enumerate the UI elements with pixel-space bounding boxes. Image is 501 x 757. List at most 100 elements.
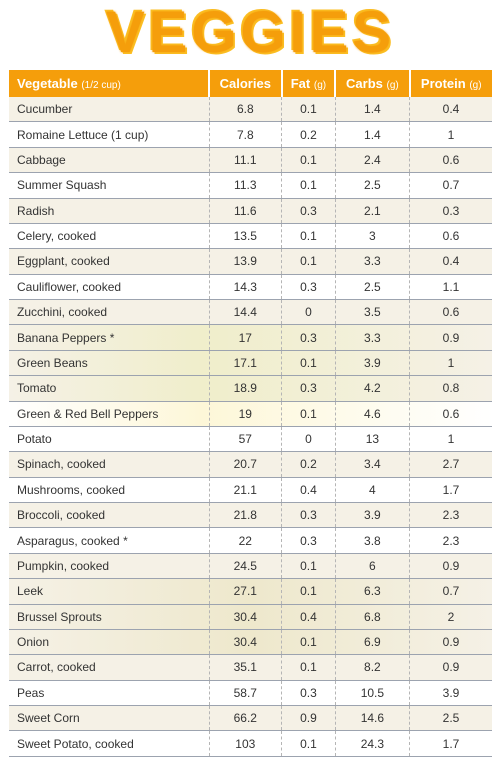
col-header-fat: Fat (g)	[282, 70, 336, 97]
table-row: Mushrooms, cooked21.10.441.7	[9, 477, 492, 502]
cell-calories: 19	[209, 401, 282, 426]
cell-name: Green Beans	[9, 350, 209, 375]
cell-fat: 0.3	[282, 528, 336, 553]
cell-calories: 22	[209, 528, 282, 553]
cell-calories: 21.1	[209, 477, 282, 502]
cell-calories: 58.7	[209, 680, 282, 705]
cell-calories: 24.5	[209, 553, 282, 578]
cell-fat: 0.1	[282, 97, 336, 122]
cell-carbs: 2.4	[335, 147, 409, 172]
table-row: Cabbage11.10.12.40.6	[9, 147, 492, 172]
cell-calories: 35.1	[209, 655, 282, 680]
cell-name: Eggplant, cooked	[9, 249, 209, 274]
col-header-protein: Protein (g)	[410, 70, 492, 97]
cell-name: Cabbage	[9, 147, 209, 172]
cell-carbs: 4.6	[335, 401, 409, 426]
table-row: Carrot, cooked35.10.18.20.9	[9, 655, 492, 680]
cell-name: Celery, cooked	[9, 223, 209, 248]
table-row: Broccoli, cooked21.80.33.92.3	[9, 503, 492, 528]
cell-name: Potato	[9, 426, 209, 451]
cell-name: Asparagus, cooked *	[9, 528, 209, 553]
col-sub: (g)	[469, 80, 481, 91]
col-header-carbs: Carbs (g)	[335, 70, 409, 97]
table-row: Asparagus, cooked *220.33.82.3	[9, 528, 492, 553]
cell-calories: 14.4	[209, 300, 282, 325]
cell-calories: 11.1	[209, 147, 282, 172]
table-row: Eggplant, cooked13.90.13.30.4	[9, 249, 492, 274]
cell-calories: 30.4	[209, 604, 282, 629]
cell-fat: 0.1	[282, 655, 336, 680]
cell-carbs: 3	[335, 223, 409, 248]
cell-carbs: 2.5	[335, 173, 409, 198]
cell-carbs: 4	[335, 477, 409, 502]
cell-fat: 0	[282, 300, 336, 325]
table-row: Cucumber6.80.11.40.4	[9, 97, 492, 122]
table-header-row: Vegetable (1/2 cup) Calories Fat (g) Car…	[9, 70, 492, 97]
col-sub: (1/2 cup)	[81, 80, 120, 91]
cell-name: Green & Red Bell Peppers	[9, 401, 209, 426]
cell-fat: 0.4	[282, 604, 336, 629]
cell-carbs: 6.3	[335, 579, 409, 604]
cell-fat: 0.9	[282, 706, 336, 731]
cell-carbs: 6	[335, 553, 409, 578]
cell-carbs: 1.4	[335, 122, 409, 147]
cell-protein: 0.4	[410, 249, 492, 274]
nutrition-table: Vegetable (1/2 cup) Calories Fat (g) Car…	[9, 70, 492, 757]
cell-protein: 1.7	[410, 731, 492, 756]
cell-protein: 0.9	[410, 553, 492, 578]
cell-calories: 13.5	[209, 223, 282, 248]
cell-name: Carrot, cooked	[9, 655, 209, 680]
cell-fat: 0.3	[282, 503, 336, 528]
table-row: Spinach, cooked20.70.23.42.7	[9, 452, 492, 477]
cell-protein: 0.6	[410, 401, 492, 426]
cell-carbs: 6.8	[335, 604, 409, 629]
page-title: VEGGIES	[0, 0, 501, 70]
table-body: Cucumber6.80.11.40.4Romaine Lettuce (1 c…	[9, 97, 492, 756]
cell-carbs: 13	[335, 426, 409, 451]
cell-carbs: 4.2	[335, 376, 409, 401]
cell-carbs: 8.2	[335, 655, 409, 680]
cell-name: Spinach, cooked	[9, 452, 209, 477]
table-row: Pumpkin, cooked24.50.160.9	[9, 553, 492, 578]
cell-protein: 2.3	[410, 528, 492, 553]
cell-fat: 0.1	[282, 629, 336, 654]
table-row: Zucchini, cooked14.403.50.6	[9, 300, 492, 325]
cell-calories: 17	[209, 325, 282, 350]
cell-protein: 0.6	[410, 147, 492, 172]
table-row: Green & Red Bell Peppers190.14.60.6	[9, 401, 492, 426]
cell-protein: 1.1	[410, 274, 492, 299]
cell-fat: 0.1	[282, 731, 336, 756]
cell-fat: 0.3	[282, 680, 336, 705]
cell-fat: 0.1	[282, 249, 336, 274]
cell-fat: 0.1	[282, 173, 336, 198]
cell-calories: 14.3	[209, 274, 282, 299]
cell-name: Sweet Corn	[9, 706, 209, 731]
cell-fat: 0.2	[282, 122, 336, 147]
cell-carbs: 1.4	[335, 97, 409, 122]
cell-protein: 3.9	[410, 680, 492, 705]
cell-name: Peas	[9, 680, 209, 705]
cell-protein: 1	[410, 426, 492, 451]
table-row: Sweet Corn66.20.914.62.5	[9, 706, 492, 731]
cell-carbs: 2.1	[335, 198, 409, 223]
cell-protein: 0.3	[410, 198, 492, 223]
cell-name: Onion	[9, 629, 209, 654]
cell-protein: 1.7	[410, 477, 492, 502]
cell-protein: 1	[410, 350, 492, 375]
col-label: Vegetable	[17, 76, 78, 91]
cell-calories: 6.8	[209, 97, 282, 122]
table-row: Radish11.60.32.10.3	[9, 198, 492, 223]
cell-protein: 2	[410, 604, 492, 629]
col-label: Protein	[421, 76, 466, 91]
cell-name: Sweet Potato, cooked	[9, 731, 209, 756]
col-label: Carbs	[346, 76, 383, 91]
table-row: Celery, cooked13.50.130.6	[9, 223, 492, 248]
cell-fat: 0.3	[282, 325, 336, 350]
cell-carbs: 14.6	[335, 706, 409, 731]
cell-calories: 66.2	[209, 706, 282, 731]
cell-fat: 0.4	[282, 477, 336, 502]
cell-protein: 0.6	[410, 223, 492, 248]
cell-fat: 0.3	[282, 198, 336, 223]
col-label: Calories	[220, 76, 271, 91]
col-label: Fat	[291, 76, 311, 91]
